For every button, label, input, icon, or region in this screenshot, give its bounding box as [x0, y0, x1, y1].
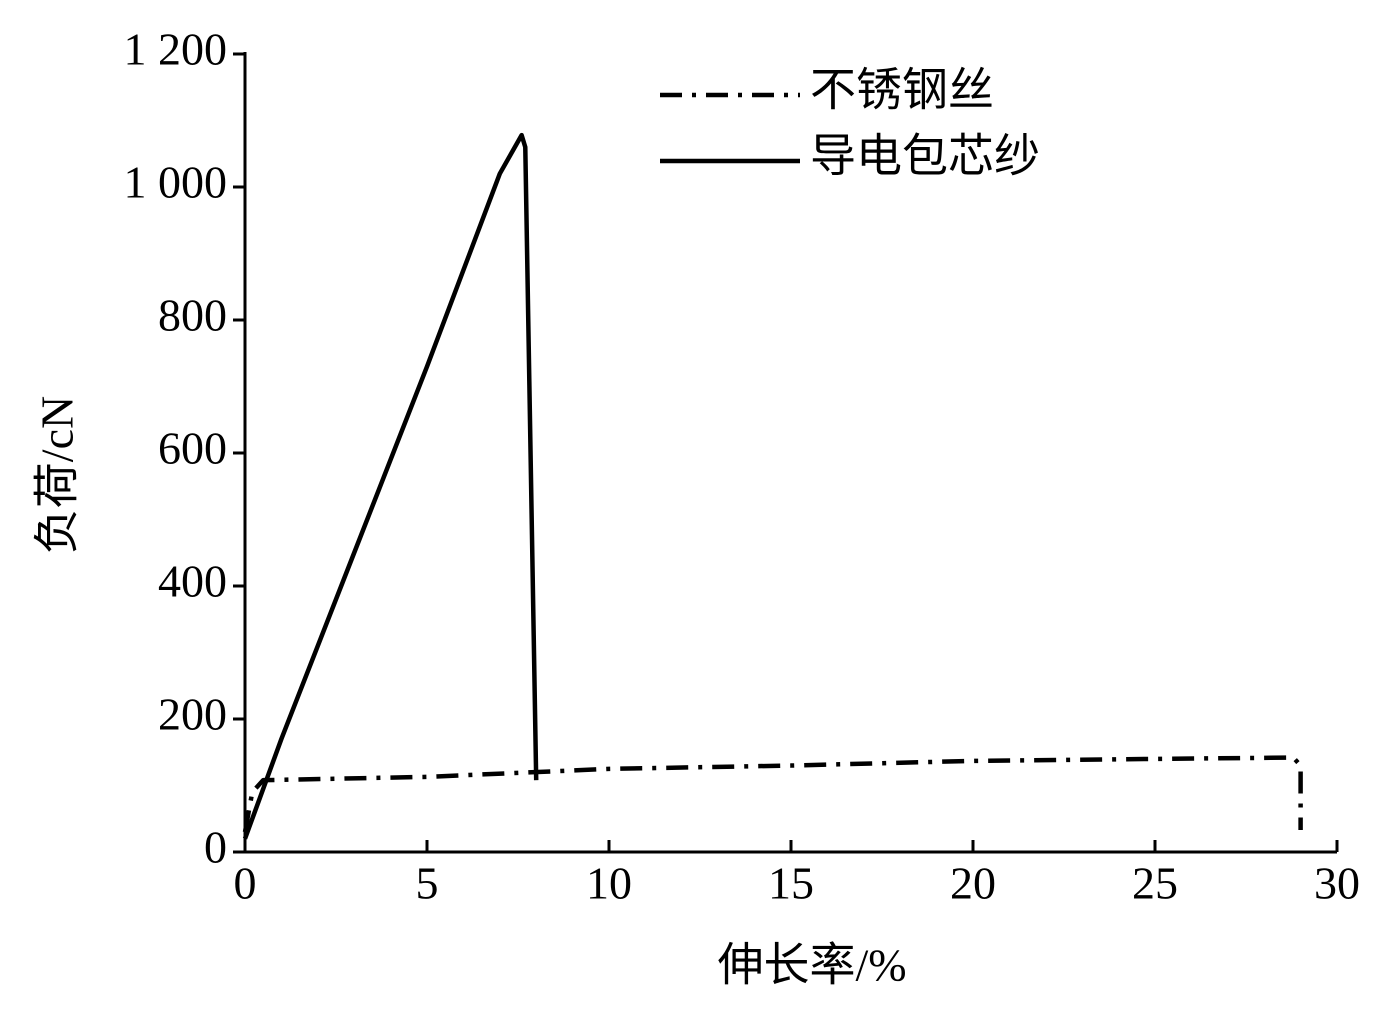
y-tick-label: 200 [158, 689, 227, 740]
legend-label: 导电包芯纱 [810, 131, 1040, 182]
series-line [242, 755, 1303, 833]
y-axis-label: 负荷/cN [32, 396, 83, 554]
x-tick-label: 5 [416, 858, 439, 909]
x-tick-label: 15 [768, 858, 814, 909]
y-tick-label: 1 000 [124, 157, 228, 208]
y-tick-label: 0 [204, 822, 227, 873]
x-tick-label: 20 [950, 858, 996, 909]
legend-label: 不锈钢丝 [810, 65, 994, 116]
y-tick-label: 1 200 [124, 24, 228, 75]
x-axis-label: 伸长率/% [717, 940, 906, 991]
x-tick-label: 30 [1314, 858, 1360, 909]
series-line [242, 132, 539, 840]
y-tick-label: 800 [158, 290, 227, 341]
y-tick-label: 600 [158, 423, 227, 474]
y-tick-label: 400 [158, 556, 227, 607]
x-tick-label: 0 [234, 858, 257, 909]
x-tick-label: 10 [586, 858, 632, 909]
x-tick-label: 25 [1132, 858, 1178, 909]
